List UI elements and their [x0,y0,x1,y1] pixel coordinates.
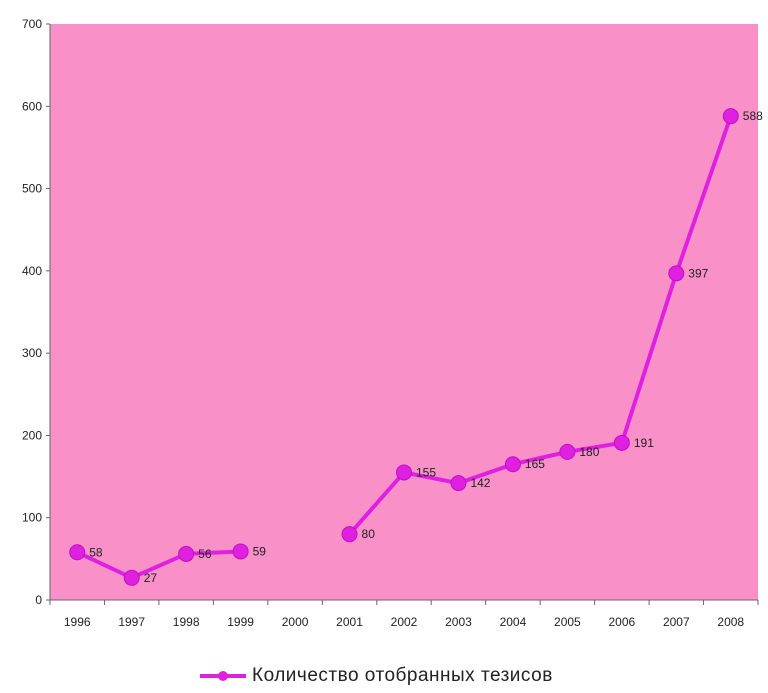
y-tick-label: 600 [22,99,42,113]
y-tick-label: 300 [22,346,42,360]
data-label: 59 [253,544,267,558]
data-point [178,545,195,562]
data-point [396,464,412,481]
data-point [341,526,358,543]
x-tick-label: 2004 [500,615,527,629]
legend-label: Количество отобранных тезисов [252,665,553,686]
y-tick-label: 500 [22,182,42,196]
data-point [232,543,249,560]
data-point [450,475,467,492]
x-tick-label: 2007 [663,615,690,629]
data-point [123,569,140,586]
series-line [76,549,241,580]
x-tick-label: 1996 [64,615,91,629]
data-label: 27 [144,571,158,585]
x-tick-label: 1998 [173,615,200,629]
data-point [504,456,521,473]
x-tick-label: 2006 [608,615,635,629]
x-tick-label: 2008 [717,615,744,629]
series-layer: 58 27 56 59 80 155 142 165 180 191 397 588 [69,108,763,586]
x-tick-label: 1997 [118,615,145,629]
plot-area [50,24,758,600]
data-label: 142 [470,476,490,490]
series-line [348,115,733,536]
data-label: 588 [743,109,763,123]
y-axis: 0 100 200 300 400 500 600 700 [22,17,51,607]
legend: Количество отобранных тезисов [200,664,553,688]
data-point [613,434,630,451]
y-tick-label: 200 [22,428,42,442]
data-point [559,443,576,460]
legend-marker [200,671,246,681]
y-tick-label: 400 [22,264,42,278]
x-tick-label: 2003 [445,615,472,629]
x-axis: 1996 1997 1998 1999 2000 2001 2002 2003 2004 2005… [49,599,759,629]
data-point [668,265,685,282]
data-label: 155 [416,465,436,479]
data-point [722,108,739,125]
y-tick-label: 0 [35,593,42,607]
data-label: 397 [688,266,708,280]
data-label: 80 [362,527,376,541]
x-tick-label: 1999 [227,615,254,629]
y-tick-label: 100 [22,511,42,525]
data-label: 56 [198,547,212,561]
data-label: 191 [634,436,654,450]
x-tick-label: 2001 [336,615,363,629]
y-tick-label: 700 [22,17,42,31]
x-tick-label: 2000 [282,615,309,629]
x-tick-label: 2005 [554,615,581,629]
data-label: 58 [89,545,103,559]
x-tick-label: 2002 [391,615,418,629]
data-label: 165 [525,457,545,471]
data-label: 180 [579,445,599,459]
data-point [69,544,86,561]
